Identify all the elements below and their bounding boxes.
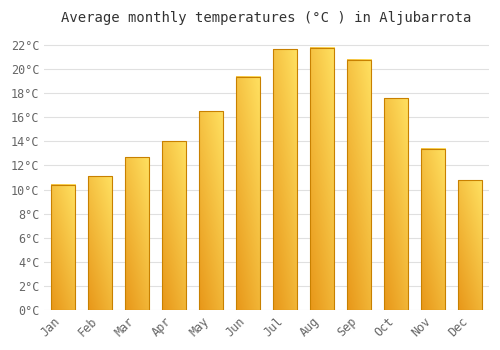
Bar	[458, 180, 482, 310]
Bar	[310, 48, 334, 310]
Bar	[236, 77, 260, 310]
Bar	[51, 185, 75, 310]
Bar	[273, 49, 297, 310]
Bar	[162, 141, 186, 310]
Bar	[199, 111, 223, 310]
Bar	[384, 98, 408, 310]
Bar	[347, 60, 372, 310]
Bar	[88, 176, 112, 310]
Title: Average monthly temperatures (°C ) in Aljubarrota: Average monthly temperatures (°C ) in Al…	[62, 11, 472, 25]
Bar	[125, 157, 149, 310]
Bar	[422, 149, 446, 310]
